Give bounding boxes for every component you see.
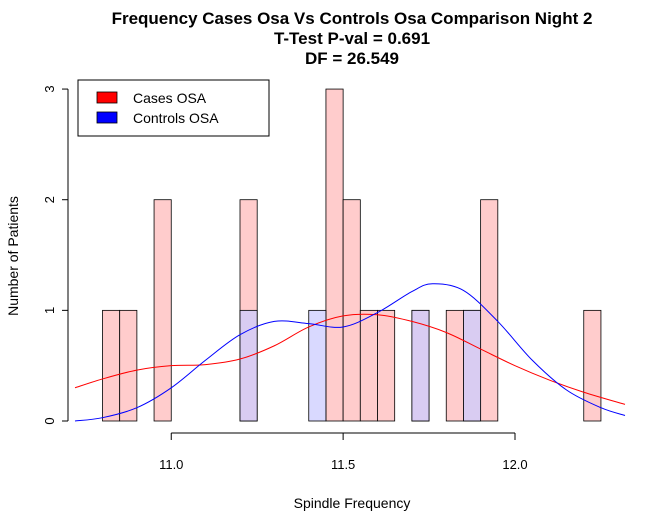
bars-layer [102, 88, 602, 422]
legend-entry-label: Controls OSA [133, 110, 219, 126]
title-line-2: T-Test P-val = 0.691 [274, 29, 430, 48]
y-axis-label: Number of Patients [5, 196, 21, 316]
cases-bar [480, 199, 499, 422]
legend: Cases OSA Controls OSA [77, 79, 270, 137]
x-tick-label: 12.0 [502, 457, 527, 472]
x-axis-label: Spindle Frequency [294, 495, 411, 511]
y-tick-label: 1 [42, 307, 57, 314]
controls-bar [239, 309, 258, 422]
cases-bar [153, 199, 172, 422]
y-axis: 0 1 2 3 [42, 85, 69, 425]
legend-swatch [96, 111, 118, 124]
cases-bar [102, 309, 121, 422]
legend-entry-label: Cases OSA [133, 90, 207, 106]
controls-bar [463, 309, 482, 422]
cases-bar [359, 309, 378, 422]
controls-bar [411, 309, 430, 422]
title-line-1: Frequency Cases Osa Vs Controls Osa Comp… [112, 9, 593, 28]
cases-bar [377, 309, 396, 422]
cases-bar [445, 309, 464, 422]
density-curves [74, 283, 626, 422]
controls-bar [308, 309, 327, 422]
legend-box [77, 79, 270, 137]
cases-bar [342, 199, 361, 422]
chart-title: Frequency Cases Osa Vs Controls Osa Comp… [112, 9, 593, 68]
y-tick-label: 3 [42, 85, 57, 92]
x-tick-label: 11.5 [331, 457, 355, 472]
y-tick-label: 0 [42, 417, 57, 424]
title-line-3: DF = 26.549 [305, 49, 399, 68]
x-tick-label: 11.0 [159, 457, 183, 472]
x-axis: 11.0 11.5 12.0 [159, 432, 528, 472]
y-tick-label: 2 [42, 196, 57, 203]
controls-density-curve [74, 283, 626, 422]
cases-density-curve [74, 313, 626, 405]
legend-swatch [96, 91, 118, 104]
cases-bar [119, 309, 138, 422]
cases-bar [325, 88, 344, 422]
